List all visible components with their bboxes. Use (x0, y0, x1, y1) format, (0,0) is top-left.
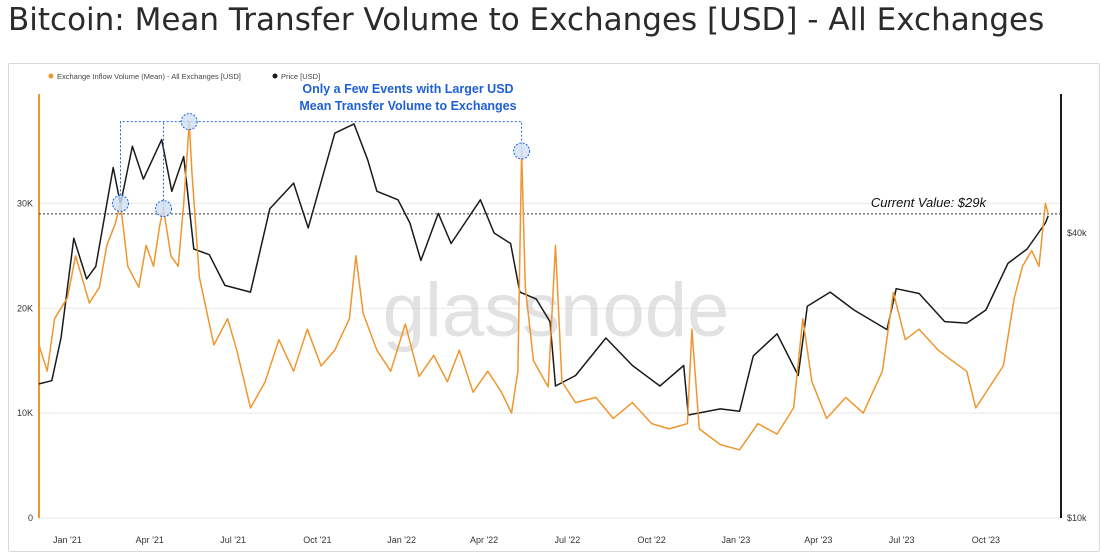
y-left-tick-label: 30K (17, 198, 33, 208)
peak-marker (112, 194, 130, 212)
x-tick-label: Oct '21 (303, 535, 331, 545)
x-tick-label: Apr '22 (470, 535, 498, 545)
peak-marker (513, 142, 531, 160)
y-right-tick-label: $10k (1067, 513, 1087, 523)
y-left-tick-label: 0 (28, 513, 33, 523)
current-value-label: Current Value: $29k (871, 195, 988, 210)
chart-svg: 0 10K 20K 30K $10k $40k Jan '21 Apr '21 Jul '21 O… (17, 72, 1087, 545)
y-left-tick-label: 10K (17, 408, 33, 418)
legend-inflow-label: Exchange Inflow Volume (Mean) - All Exch… (57, 72, 241, 81)
legend-price-label: Price [USD] (281, 72, 320, 81)
peak-marker (155, 200, 173, 218)
x-tick-label: Jan '22 (387, 535, 416, 545)
annotation-bracket (120, 121, 523, 204)
x-tick-label: Oct '22 (638, 535, 666, 545)
x-tick-label: Jul '23 (889, 535, 915, 545)
y-left-tick-label: 20K (17, 303, 33, 313)
y-right-tick-label: $40k (1067, 228, 1087, 238)
x-tick-label: Apr '23 (804, 535, 832, 545)
page-title: Bitcoin: Mean Transfer Volume to Exchang… (8, 2, 1045, 38)
peak-marker (180, 113, 198, 131)
legend-inflow-swatch (48, 73, 54, 79)
annotation-line-2: Mean Transfer Volume to Exchanges (299, 99, 516, 113)
x-tick-label: Jul '22 (555, 535, 581, 545)
x-tick-label: Jan '21 (53, 535, 82, 545)
price-series-line (38, 123, 1049, 416)
watermark: glassnode (383, 268, 730, 353)
x-tick-label: Jan '23 (722, 535, 751, 545)
x-tick-label: Oct '23 (972, 535, 1000, 545)
chart-panel: 0 10K 20K 30K $10k $40k Jan '21 Apr '21 Jul '21 O… (8, 63, 1100, 552)
x-tick-label: Apr '21 (136, 535, 164, 545)
annotation-line-1: Only a Few Events with Larger USD (302, 82, 513, 96)
x-tick-label: Jul '21 (220, 535, 246, 545)
legend-price-swatch (272, 73, 278, 79)
